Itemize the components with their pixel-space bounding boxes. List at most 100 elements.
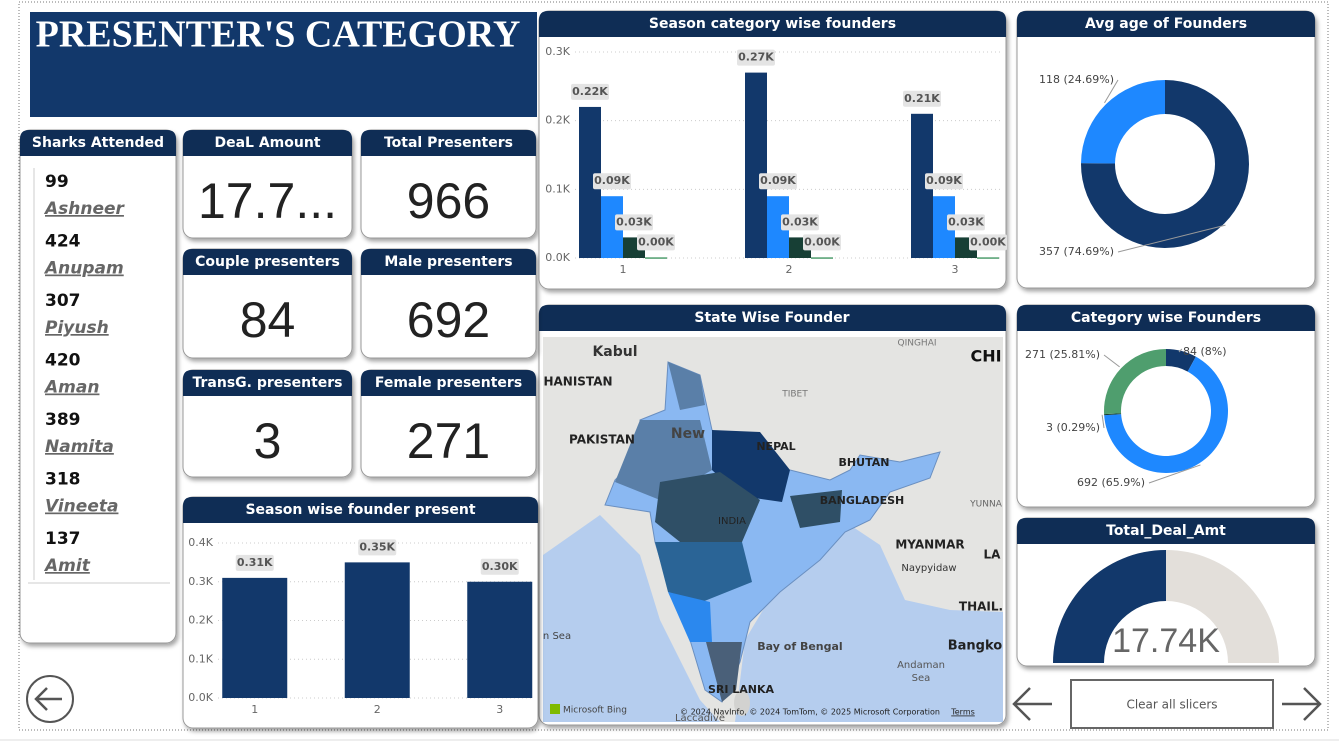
card-value: 966 [407,173,490,229]
leader-line [1101,414,1105,429]
donut-slice [1166,349,1196,372]
donut-slice [1081,80,1165,164]
card-value: 271 [407,413,490,469]
data-label: 0.27K [738,51,774,64]
shark-name: Namita [45,437,114,457]
map-label: THAIL. [959,600,1003,614]
shark-name: Ashneer [43,199,126,219]
card-value: 3 [254,413,282,469]
shark-count: 424 [45,232,81,252]
donut-slice [1104,349,1166,415]
data-label-bg [803,234,841,251]
data-label-bg [637,234,675,251]
map-label: n Sea [543,631,571,642]
page-border [18,1,1329,731]
data-label: 0.31K [237,556,273,569]
shark-name: Amit [43,556,91,576]
x-tick-label: 3 [496,703,503,716]
data-label-bg [969,234,1007,251]
data-label-bg [593,173,631,190]
map-label: PAKISTAN [569,433,635,447]
bar [745,72,767,258]
map-region [668,592,712,642]
map-region [790,490,842,528]
data-label-bg [615,214,653,231]
map-label: Sea [912,673,931,684]
data-label-bg [737,49,775,66]
map-label: Laccadive [675,713,725,724]
bar [467,581,533,698]
clear-button[interactable] [1070,679,1274,729]
slice-label: 271 (25.81%) [1025,348,1100,361]
x-tick-label: 2 [374,703,381,716]
slice-label: 118 (24.69%) [1039,73,1114,86]
data-label: 0.03K [948,215,984,228]
shark-count: 99 [45,172,69,192]
map-label: CHI [970,347,1001,366]
panel-title: Category wise Founders [1071,310,1261,326]
next-arrow[interactable] [1282,687,1322,721]
map-region [668,362,705,410]
panel-title: Season wise founder present [245,502,475,518]
shark-count: 307 [45,291,81,311]
map-label: Andaman [897,660,945,671]
data-label-bg [358,539,397,556]
data-label: 0.30K [482,560,518,573]
data-label-bg [781,214,819,231]
y-tick-label: 0.3K [188,575,213,588]
panel-title: Season category wise founders [649,16,896,32]
data-label: 0.21K [904,92,940,105]
donut-slice [1081,80,1249,248]
panel-title: Avg age of Founders [1085,16,1247,32]
data-label: 0.22K [572,85,608,98]
panel-header [183,130,352,156]
title-block [30,12,537,117]
shark-count: 389 [45,410,81,430]
map-label: BHUTAN [839,456,890,469]
panel-title: DeaL Amount [214,135,320,151]
back-button[interactable] [26,675,74,723]
panel-header [539,305,1006,331]
bar [811,257,833,259]
slice-label: 84 (8%) [1183,345,1227,358]
map-brand: Microsoft Bing [563,706,627,716]
x-tick-label: 3 [952,263,959,276]
map-label: Bangko [948,639,1003,654]
slice-label: 357 (74.69%) [1039,245,1114,258]
x-tick-label: 1 [251,703,258,716]
y-tick-label: 0.0K [545,251,570,264]
map-island [734,690,750,716]
data-label-bg [235,554,274,571]
panel-title: Couple presenters [195,254,340,270]
y-tick-label: 0.2K [188,614,213,627]
map-label: BANGLADESH [820,494,904,507]
data-label-bg [480,558,519,575]
map-label: NEPAL [756,440,795,453]
bar [645,257,667,259]
map-label: INDIA [718,516,746,527]
shark-count: 137 [45,529,81,549]
data-label-bg [759,173,797,190]
panel-title: Total Presenters [384,135,513,151]
map-label: MYANMAR [895,538,964,552]
panel-header [1017,518,1315,544]
y-tick-label: 0.0K [188,691,213,704]
map-label: TIBET [781,390,808,400]
data-label: 0.03K [782,215,818,228]
panel-header [539,11,1006,37]
map-label: Naypyidaw [901,563,956,574]
data-label: 0.09K [760,174,796,187]
map-terms[interactable]: Terms [950,708,975,717]
leader-line [1148,464,1201,484]
slice-label: 3 (0.29%) [1046,421,1100,434]
card-value: 692 [407,292,490,348]
shark-name: Anupam [43,259,124,279]
map-label: LA [984,548,1002,562]
shark-name: Aman [43,378,99,398]
bing-logo [550,704,560,714]
bar [222,577,288,698]
prev-arrow[interactable] [1012,687,1052,721]
bar [601,196,623,258]
map-label: Bay of Bengal [757,640,842,653]
